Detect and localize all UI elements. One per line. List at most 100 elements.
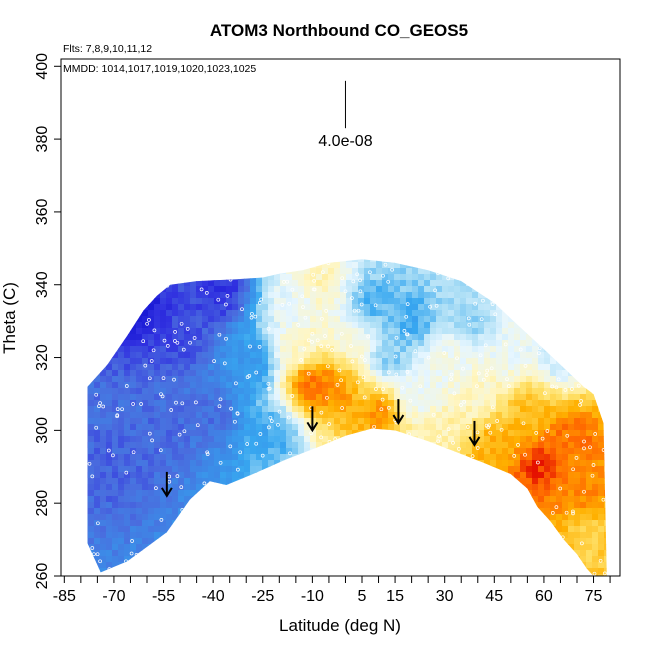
field-cell (256, 286, 263, 293)
field-cell (232, 394, 239, 401)
field-cell (472, 568, 479, 575)
field-cell (184, 286, 191, 293)
field-cell (592, 412, 599, 419)
field-cell (106, 250, 113, 257)
field-cell (550, 496, 557, 503)
field-cell (172, 472, 179, 479)
field-cell (532, 514, 539, 521)
field-cell (274, 334, 281, 341)
field-cell (142, 490, 149, 497)
field-cell (460, 502, 467, 509)
field-cell (124, 502, 131, 509)
field-cell (178, 472, 185, 479)
field-cell (328, 520, 335, 527)
field-cell (418, 346, 425, 353)
field-cell (208, 472, 215, 479)
field-cell (412, 430, 419, 437)
field-cell (382, 370, 389, 377)
field-cell (412, 304, 419, 311)
field-cell (496, 310, 503, 317)
field-cell (268, 538, 275, 545)
field-cell (454, 292, 461, 299)
field-cell (496, 358, 503, 365)
field-cell (202, 478, 209, 485)
field-cell (250, 262, 257, 269)
field-cell (310, 430, 317, 437)
field-cell (94, 322, 101, 329)
field-cell (376, 292, 383, 299)
field-cell (286, 268, 293, 275)
chart-title: ATOM3 Northbound CO_GEOS5 (210, 21, 468, 40)
field-cell (562, 346, 569, 353)
field-cell (442, 250, 449, 257)
field-cell (160, 454, 167, 461)
field-cell (466, 298, 473, 305)
field-cell (232, 532, 239, 539)
field-cell (172, 478, 179, 485)
field-cell (292, 532, 299, 539)
field-cell (238, 442, 245, 449)
field-cell (580, 532, 587, 539)
field-cell (232, 376, 239, 383)
field-cell (76, 250, 83, 257)
field-cell (424, 250, 431, 257)
field-cell (160, 394, 167, 401)
field-cell (430, 436, 437, 443)
field-cell (280, 328, 287, 335)
field-cell (454, 406, 461, 413)
field-cell (382, 454, 389, 461)
field-cell (382, 394, 389, 401)
field-cell (244, 376, 251, 383)
field-cell (490, 328, 497, 335)
field-cell (172, 304, 179, 311)
field-cell (556, 472, 563, 479)
field-cell (604, 418, 607, 425)
field-cell (232, 562, 239, 569)
field-cell (196, 520, 203, 527)
field-cell (112, 262, 119, 269)
field-cell (346, 556, 353, 563)
field-cell (574, 532, 581, 539)
field-cell (202, 364, 209, 371)
field-cell (352, 259, 359, 263)
field-cell (406, 304, 413, 311)
field-cell (508, 418, 515, 425)
field-cell (364, 250, 371, 257)
field-cell (118, 448, 125, 455)
field-cell (340, 370, 347, 377)
field-cell (532, 298, 539, 305)
field-cell (544, 502, 551, 509)
field-cell (328, 466, 335, 473)
field-cell (328, 328, 335, 335)
field-cell (412, 406, 419, 413)
field-cell (124, 418, 131, 425)
field-cell (208, 508, 215, 515)
field-cell (610, 262, 617, 269)
field-cell (310, 520, 317, 527)
field-cell (202, 370, 209, 377)
field-cell (394, 460, 401, 467)
field-cell (532, 280, 539, 287)
field-cell (256, 280, 263, 287)
field-cell (598, 496, 605, 503)
field-cell (256, 262, 263, 269)
field-cell (274, 466, 281, 473)
field-cell (436, 478, 443, 485)
field-cell (244, 574, 251, 576)
field-cell (106, 358, 113, 365)
field-cell (550, 334, 557, 341)
field-cell (610, 316, 617, 323)
field-cell (562, 454, 569, 461)
field-cell (202, 532, 209, 539)
field-cell (544, 472, 551, 479)
field-cell (280, 526, 287, 533)
field-cell (184, 316, 191, 323)
field-cell (190, 286, 197, 293)
field-cell (214, 310, 221, 317)
field-cell (604, 568, 607, 575)
field-cell (322, 304, 329, 311)
field-cell (610, 340, 617, 347)
field-cell (526, 376, 533, 383)
field-cell (190, 514, 197, 521)
field-cell (412, 466, 419, 473)
